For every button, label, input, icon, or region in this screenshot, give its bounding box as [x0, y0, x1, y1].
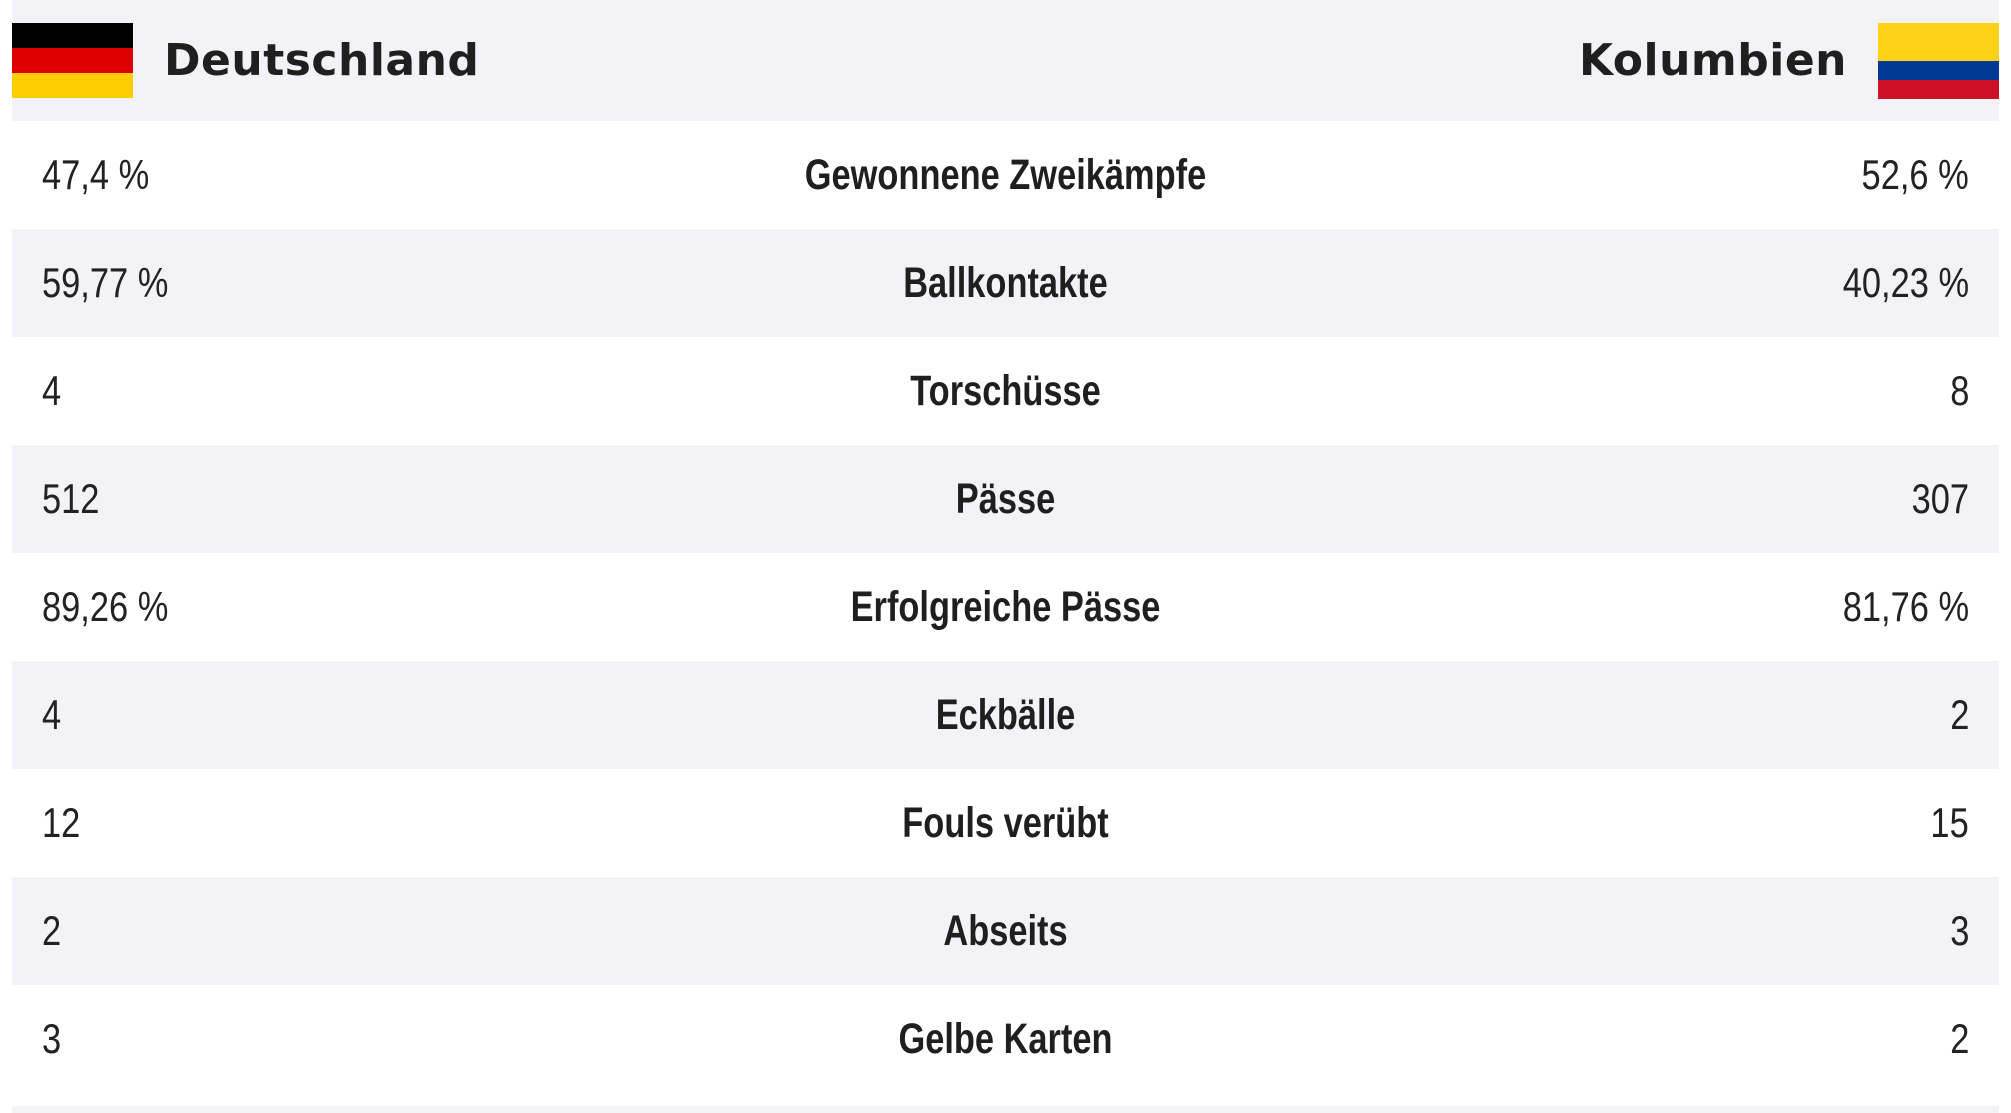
home-value: 59,77 %	[42, 259, 169, 306]
stat-label: Gewonnene Zweikämpfe	[804, 150, 1207, 199]
home-value: 512	[42, 475, 100, 522]
stat-label: Eckbälle	[935, 690, 1076, 739]
stat-row-shots: 4 Torschüsse 8	[12, 337, 1999, 445]
home-team-name: Deutschland	[164, 35, 480, 86]
away-value: 307	[1911, 475, 1969, 522]
home-value: 4	[42, 367, 62, 414]
stat-row-yellow-cards: 3 Gelbe Karten 2	[12, 985, 1999, 1093]
away-team: Kolumbien	[1579, 0, 1999, 121]
stat-row-ball-contacts: 59,77 % Ballkontakte 40,23 %	[12, 229, 1999, 337]
away-value: 40,23 %	[1842, 259, 1969, 306]
germany-flag-icon	[12, 22, 133, 99]
stat-label: Fouls verübt	[902, 798, 1109, 847]
away-value: 2	[1949, 1015, 1969, 1062]
home-value: 47,4 %	[42, 151, 150, 198]
home-value: 3	[42, 1015, 62, 1062]
home-team: Deutschland	[12, 0, 479, 121]
away-value: 52,6 %	[1861, 151, 1969, 198]
colombia-flag-icon	[1878, 22, 1999, 99]
stat-label: Ballkontakte	[903, 258, 1108, 307]
match-stats-table: Deutschland Kolumbien 47,4 % Gewonnene Z…	[12, 0, 1999, 1093]
stat-label: Torschüsse	[910, 366, 1101, 415]
home-value: 2	[42, 907, 62, 954]
stat-row-successful-passes: 89,26 % Erfolgreiche Pässe 81,76 %	[12, 553, 1999, 661]
stat-row-fouls: 12 Fouls verübt 15	[12, 769, 1999, 877]
stat-label: Abseits	[943, 906, 1068, 955]
away-value: 8	[1949, 367, 1969, 414]
away-value: 15	[1930, 799, 1969, 846]
stat-rows: 47,4 % Gewonnene Zweikämpfe 52,6 % 59,77…	[12, 121, 1999, 1093]
stat-row-passes: 512 Pässe 307	[12, 445, 1999, 553]
next-row-edge	[12, 1106, 1999, 1113]
home-value: 4	[42, 691, 62, 738]
stat-row-offside: 2 Abseits 3	[12, 877, 1999, 985]
stat-label: Gelbe Karten	[898, 1014, 1113, 1063]
stat-label: Erfolgreiche Pässe	[850, 582, 1161, 631]
stat-row-corners: 4 Eckbälle 2	[12, 661, 1999, 769]
away-value: 3	[1949, 907, 1969, 954]
away-team-name: Kolumbien	[1578, 35, 1847, 86]
team-header: Deutschland Kolumbien	[12, 0, 1999, 121]
away-value: 2	[1949, 691, 1969, 738]
stat-label: Pässe	[955, 474, 1056, 523]
home-value: 89,26 %	[42, 583, 169, 630]
home-value: 12	[42, 799, 81, 846]
stat-row-duels-won: 47,4 % Gewonnene Zweikämpfe 52,6 %	[12, 121, 1999, 229]
away-value: 81,76 %	[1842, 583, 1969, 630]
